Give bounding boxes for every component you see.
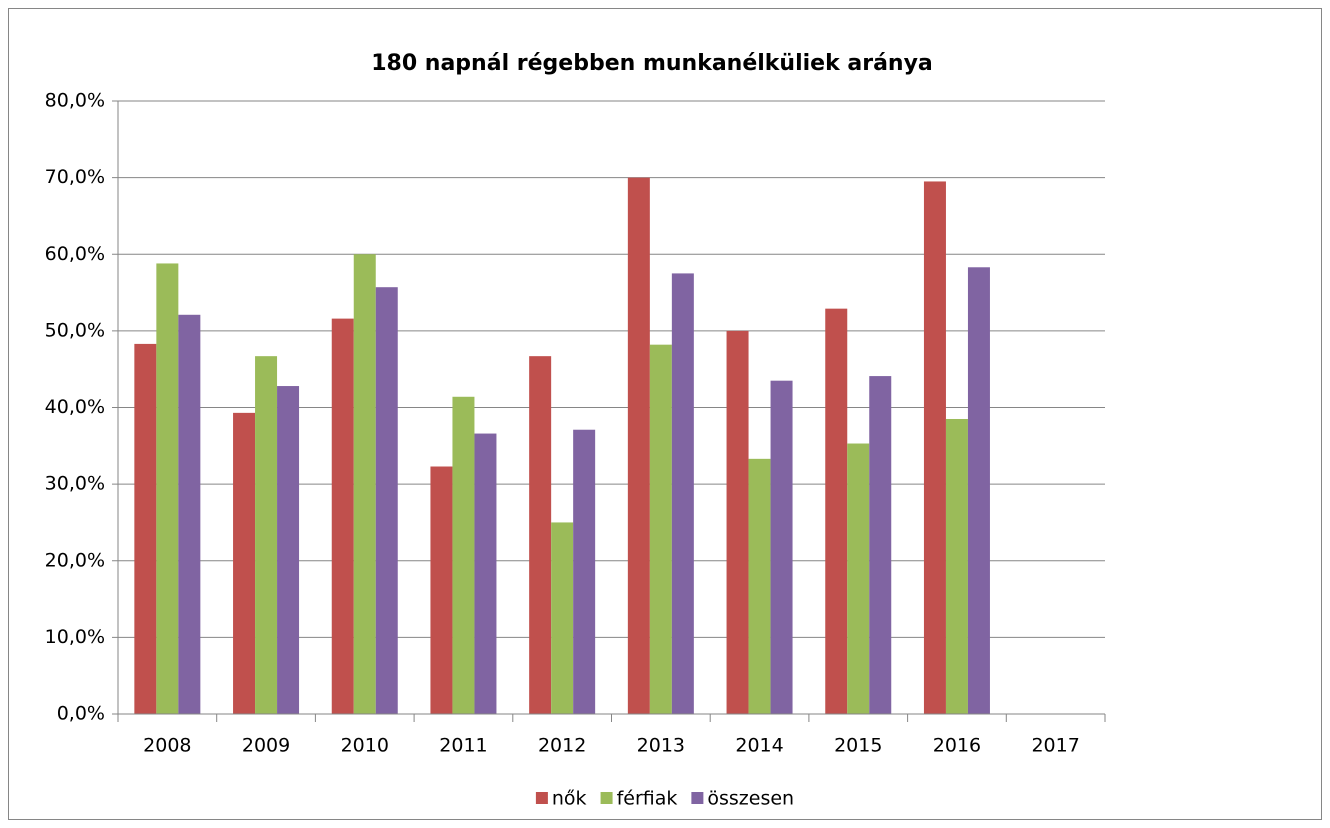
bar [573,429,596,714]
legend-swatch [535,792,548,804]
bar [156,263,179,714]
bar [770,380,793,714]
bar [967,267,990,714]
x-tick-label: 2009 [242,735,290,757]
y-tick-label: 70,0% [45,166,105,188]
bar [178,314,201,714]
bar [331,318,354,714]
bar [869,376,892,714]
bar [529,356,552,714]
y-tick-label: 80,0% [45,90,105,112]
bar [748,458,771,714]
chart-title: 180 napnál régebben munkanélküliek arány… [371,51,933,76]
x-tick-label: 2008 [143,735,191,757]
bar [255,356,278,714]
bar [474,433,497,714]
bar [551,522,574,714]
bar [134,343,157,714]
x-tick-label: 2016 [933,735,981,757]
x-tick-label: 2010 [341,735,389,757]
legend-swatch [600,792,613,804]
bar [452,396,475,714]
bar [726,330,749,714]
y-tick-label: 20,0% [45,549,105,571]
bar [825,308,848,714]
y-tick-label: 60,0% [45,243,105,265]
x-tick-label: 2017 [1031,735,1079,757]
x-tick-label: 2011 [439,735,487,757]
bar [923,181,946,715]
bar [847,443,870,714]
bar [430,466,453,714]
x-tick-label: 2014 [735,735,783,757]
bar [649,344,672,714]
bar [233,412,256,714]
bar [277,386,300,714]
x-tick-label: 2013 [637,735,685,757]
bar [945,418,968,714]
y-tick-label: 30,0% [45,473,105,495]
legend-label: férfiak [617,788,678,810]
legend-label: nők [552,788,587,810]
y-tick-label: 0,0% [57,703,105,725]
y-tick-label: 10,0% [45,626,105,648]
x-tick-label: 2012 [538,735,586,757]
legend-swatch [691,792,704,804]
bar [353,254,376,714]
y-tick-label: 40,0% [45,396,105,418]
bar [627,177,650,714]
bar [671,273,694,714]
x-tick-label: 2015 [834,735,882,757]
bar [375,287,398,714]
legend-label: összesen [707,788,794,810]
y-tick-label: 50,0% [45,319,105,341]
